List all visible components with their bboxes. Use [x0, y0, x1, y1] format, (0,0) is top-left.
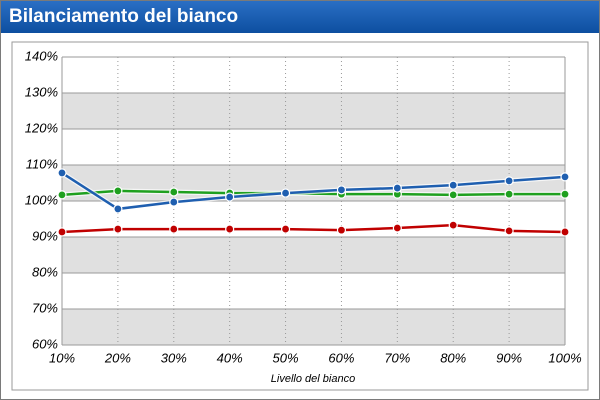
grid-band: [62, 237, 565, 273]
data-point: [57, 227, 67, 237]
data-point: [504, 189, 514, 199]
y-tick-label: 120%: [25, 120, 58, 135]
data-point: [560, 172, 570, 182]
data-point: [392, 183, 402, 193]
x-tick-label: 100%: [548, 350, 581, 365]
data-point: [448, 190, 458, 200]
y-tick-label: 60%: [32, 336, 58, 351]
x-tick-label: 20%: [104, 350, 131, 365]
data-point: [448, 180, 458, 190]
x-axis-label: Livello del bianco: [271, 373, 355, 385]
grid-band: [62, 93, 565, 129]
title-bar: Bilanciamento del bianco: [1, 1, 599, 33]
data-point: [280, 188, 291, 198]
grid-band: [62, 309, 565, 345]
data-point: [169, 197, 179, 207]
data-point: [57, 168, 67, 178]
data-point: [57, 190, 67, 200]
chart-title: Bilanciamento del bianco: [9, 6, 239, 27]
data-point: [113, 204, 123, 214]
data-point: [225, 224, 235, 234]
x-tick-label: 60%: [328, 350, 354, 365]
data-point: [448, 220, 458, 230]
data-point: [504, 176, 514, 186]
plot-frame: [11, 41, 589, 391]
data-point: [113, 186, 123, 196]
y-tick-label: 130%: [25, 84, 58, 99]
x-tick-label: 10%: [49, 350, 75, 365]
data-point: [560, 227, 570, 237]
x-tick-label: 30%: [161, 350, 187, 365]
data-point: [392, 223, 402, 233]
data-point: [336, 225, 347, 235]
x-tick-label: 80%: [440, 350, 466, 365]
data-point: [504, 226, 514, 236]
y-tick-label: 70%: [32, 300, 58, 315]
x-tick-label: 50%: [273, 350, 299, 365]
y-tick-label: 100%: [25, 192, 58, 207]
y-tick-label: 90%: [32, 228, 58, 243]
data-point: [560, 189, 570, 199]
y-tick-label: 140%: [25, 48, 58, 63]
data-point: [336, 185, 347, 195]
data-point: [113, 224, 123, 234]
x-tick-label: 40%: [217, 350, 243, 365]
data-point: [280, 224, 291, 234]
data-point: [225, 192, 235, 202]
data-point: [169, 224, 179, 234]
y-tick-label: 110%: [26, 156, 58, 171]
x-tick-label: 90%: [496, 350, 522, 365]
x-tick-label: 70%: [384, 350, 410, 365]
series-line: [61, 223, 566, 234]
series-line: [61, 171, 566, 211]
data-point: [169, 187, 179, 197]
y-tick-label: 80%: [32, 264, 58, 279]
